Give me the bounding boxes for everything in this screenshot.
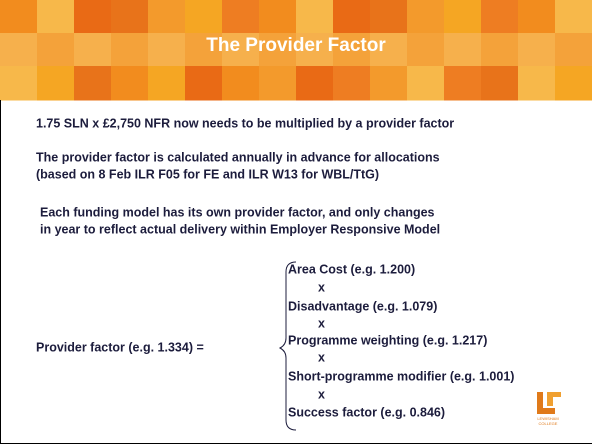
operator: x <box>318 387 325 401</box>
logo-text: COLLEGE <box>539 421 558 426</box>
mosaic-tile <box>370 66 408 101</box>
mosaic-tile <box>74 33 112 67</box>
slide-title: The Provider Factor <box>206 35 386 56</box>
mosaic-tile <box>518 33 556 67</box>
mosaic-tile <box>333 33 371 67</box>
formula-label: Provider factor (e.g. 1.334) = <box>36 340 204 354</box>
mosaic-tile <box>370 33 408 67</box>
mosaic-tile <box>111 33 149 67</box>
logo-shape <box>537 392 543 414</box>
mosaic-tile <box>222 33 260 67</box>
mosaic-tile <box>185 0 223 34</box>
mosaic-tile <box>444 66 482 101</box>
factor: Short-programme modifier (e.g. 1.001) <box>288 369 514 383</box>
mosaic-tile <box>111 66 149 101</box>
mosaic-tile <box>444 33 482 67</box>
mosaic-tile <box>407 66 445 101</box>
mosaic-tile <box>407 33 445 67</box>
mosaic-tile <box>481 0 519 34</box>
mosaic-tile <box>37 66 75 101</box>
mosaic-tile <box>370 0 408 34</box>
mosaic-tile <box>296 0 334 34</box>
logo: LEWISHAM COLLEGE <box>537 392 561 426</box>
logo-shape <box>537 408 555 414</box>
mosaic-tile <box>555 33 592 67</box>
mosaic-tile <box>555 0 592 34</box>
header-mosaic <box>0 0 592 101</box>
mosaic-tile <box>333 0 371 34</box>
mosaic-tile <box>222 0 260 34</box>
mosaic-tile <box>407 0 445 34</box>
mosaic-tile <box>333 66 371 101</box>
body-line: Each funding model has its own provider … <box>40 205 435 219</box>
mosaic-tile <box>0 66 38 101</box>
mosaic-tile <box>148 66 186 101</box>
mosaic-tile <box>148 33 186 67</box>
brace <box>278 261 297 431</box>
factor: Success factor (e.g. 0.846) <box>288 405 445 419</box>
mosaic-tile <box>74 0 112 34</box>
operator: x <box>318 350 325 364</box>
mosaic-tile <box>259 33 297 67</box>
mosaic-tile <box>185 33 223 67</box>
operator: x <box>318 280 325 294</box>
mosaic-tile <box>481 66 519 101</box>
body-line: 1.75 SLN x £2,750 NFR now needs to be mu… <box>36 116 454 130</box>
mosaic-tile <box>0 33 38 67</box>
mosaic-tile <box>37 33 75 67</box>
logo-shape <box>547 392 561 397</box>
mosaic-tile <box>481 33 519 67</box>
mosaic-tile <box>296 33 334 67</box>
mosaic-tile <box>259 0 297 34</box>
mosaic-tile <box>74 66 112 101</box>
mosaic-tile <box>148 0 186 34</box>
factor: Programme weighting (e.g. 1.217) <box>288 333 487 347</box>
mosaic-tile <box>37 0 75 34</box>
mosaic-tile <box>222 66 260 101</box>
logo-text: LEWISHAM <box>537 416 558 421</box>
mosaic-tile <box>296 66 334 101</box>
mosaic-tile <box>0 0 38 34</box>
mosaic-tile <box>259 66 297 101</box>
operator: x <box>318 316 325 330</box>
factor: Area Cost (e.g. 1.200) <box>288 262 415 276</box>
mosaic-tile <box>555 66 592 101</box>
logo-shape <box>547 392 553 406</box>
factor: Disadvantage (e.g. 1.079) <box>288 299 437 313</box>
mosaic-tile <box>518 0 556 34</box>
mosaic-tile <box>444 0 482 34</box>
mosaic-tile <box>185 66 223 101</box>
mosaic-tile <box>518 66 556 101</box>
body-line: in year to reflect actual delivery withi… <box>40 222 440 236</box>
mosaic-tile <box>111 0 149 34</box>
body-line: (based on 8 Feb ILR F05 for FE and ILR W… <box>36 167 379 181</box>
body-line: The provider factor is calculated annual… <box>36 150 440 164</box>
